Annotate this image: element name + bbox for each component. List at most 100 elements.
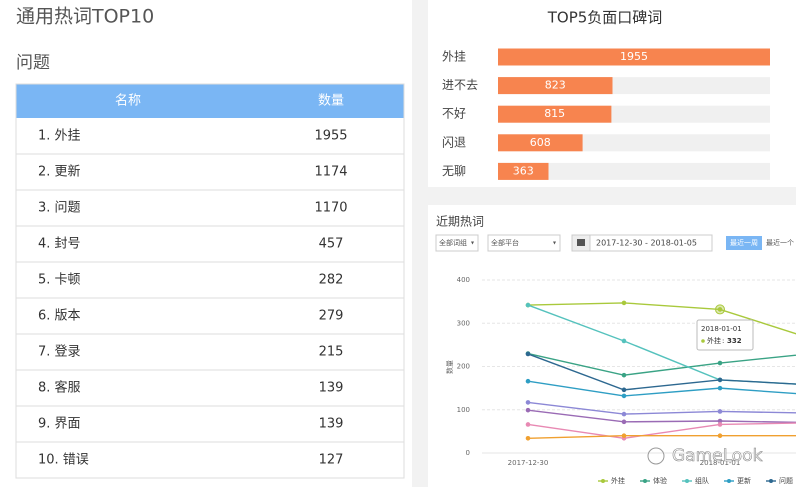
column-header: 数量	[318, 94, 344, 109]
row-count: 127	[319, 453, 344, 468]
data-point	[621, 411, 627, 417]
group-select-text: 全部词组	[439, 238, 467, 247]
data-point	[717, 360, 723, 366]
bar	[498, 134, 583, 152]
bar-label: 不好	[442, 107, 466, 121]
bar	[498, 162, 549, 180]
x-tick-label: 2018-01-01	[700, 459, 741, 467]
table-border	[15, 83, 405, 479]
bar-label: 闪退	[442, 135, 466, 149]
data-point	[717, 433, 723, 439]
chart-title: TOP5负面口碑词	[547, 9, 663, 27]
row-name: 7. 登录	[38, 345, 81, 360]
bar-label: 进不去	[442, 78, 478, 92]
row-count: 1174	[314, 165, 347, 180]
tooltip-series: 外挂	[707, 336, 721, 345]
row-name: 10. 错误	[38, 453, 89, 468]
bar-value: 823	[545, 79, 566, 92]
row-count: 139	[319, 417, 344, 432]
data-point	[525, 422, 531, 427]
table-header	[16, 84, 404, 118]
row-name: 4. 封号	[38, 237, 81, 252]
data-point	[621, 387, 627, 393]
data-point	[621, 433, 627, 439]
data-point	[525, 351, 531, 357]
data-point	[525, 302, 531, 308]
series-line	[527, 422, 796, 440]
row-count: 282	[319, 273, 344, 288]
data-point	[621, 393, 627, 399]
series-line	[527, 409, 796, 424]
data-point	[525, 400, 531, 405]
calendar-glyph	[577, 239, 585, 246]
bar-value: 608	[530, 136, 551, 149]
series-line	[527, 353, 796, 391]
platform-select[interactable]	[487, 234, 561, 252]
tooltip-dot	[701, 339, 705, 343]
data-point	[717, 377, 723, 383]
dropdown-arrow: ▾	[553, 240, 556, 247]
bar	[498, 77, 613, 95]
data-point	[717, 422, 723, 427]
row-count: 1170	[314, 201, 347, 216]
watermark: GameLook	[672, 446, 763, 466]
series-line	[527, 302, 796, 335]
highlight-point	[715, 304, 725, 315]
x-tick-label: 2017-12-30	[508, 459, 549, 467]
data-point	[717, 418, 723, 424]
row-count: 215	[319, 345, 344, 360]
y-tick-label: 0	[466, 449, 470, 457]
y-tick-label: 200	[457, 363, 470, 371]
bar-value: 363	[513, 164, 534, 177]
tooltip-colon: :	[722, 337, 724, 345]
week-button[interactable]	[726, 236, 762, 250]
data-point	[717, 307, 723, 312]
data-point	[717, 409, 723, 414]
y-tick-label: 400	[457, 276, 470, 284]
data-point	[717, 385, 723, 391]
legend-label: 组队	[695, 476, 709, 485]
week-button-text: 最近一周	[730, 238, 758, 247]
bar-label: 外挂	[442, 50, 466, 64]
series-line	[527, 380, 796, 397]
row-name: 5. 卡顿	[38, 273, 81, 288]
data-point	[621, 338, 627, 344]
row-name: 3. 问题	[38, 201, 81, 216]
bar-track	[498, 162, 770, 180]
row-name: 9. 界面	[38, 417, 81, 432]
table-title: 问题	[16, 53, 50, 73]
data-point	[525, 407, 531, 413]
legend-dot	[601, 479, 605, 483]
bar	[498, 105, 612, 123]
legend-label: 问题	[779, 477, 793, 485]
watermark-icon	[647, 447, 665, 465]
legend-dot	[643, 479, 647, 483]
data-point	[525, 378, 531, 384]
row-name: 2. 更新	[38, 164, 81, 180]
tooltip	[696, 319, 754, 351]
group-select[interactable]	[435, 234, 479, 252]
y-tick-label: 100	[457, 406, 470, 414]
row-name: 6. 版本	[38, 309, 81, 324]
series-line	[527, 401, 796, 415]
dropdown-arrow: ▾	[471, 240, 474, 247]
bar	[498, 48, 770, 66]
date-range[interactable]	[589, 234, 713, 252]
other-range[interactable]: 最近一个	[766, 238, 794, 247]
data-point	[621, 372, 627, 378]
legend-dot	[685, 479, 689, 483]
tooltip-date: 2018-01-01	[701, 325, 742, 333]
data-point	[621, 419, 627, 425]
chart-title: 近期热词	[436, 215, 484, 229]
row-count: 279	[319, 309, 344, 324]
bar-value: 1955	[620, 50, 648, 63]
y-axis-title: 数量	[445, 360, 454, 374]
data-point	[525, 435, 531, 441]
y-tick-label: 300	[457, 319, 470, 327]
row-count: 139	[319, 381, 344, 396]
tooltip-value: 332	[727, 337, 742, 345]
bar-label: 无聊	[442, 164, 466, 178]
page-title: 通用热词TOP10	[16, 6, 154, 28]
row-count: 457	[319, 237, 344, 252]
date-range-text: 2017-12-30 - 2018-01-05	[596, 239, 697, 248]
